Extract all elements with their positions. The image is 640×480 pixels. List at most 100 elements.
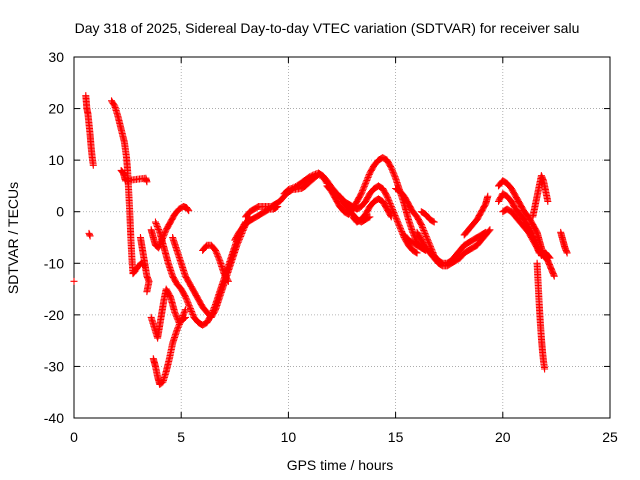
data-point xyxy=(417,244,425,252)
data-point xyxy=(385,197,393,205)
data-point xyxy=(173,314,181,322)
series-band-g xyxy=(417,208,438,226)
data-point xyxy=(215,254,223,262)
x-tick-label: 15 xyxy=(388,429,404,445)
data-point xyxy=(358,188,366,196)
series-late-dive xyxy=(533,259,549,373)
data-point xyxy=(173,313,181,321)
data-point xyxy=(185,207,193,215)
data-point xyxy=(387,164,395,172)
data-point xyxy=(171,310,179,318)
data-point xyxy=(425,238,433,246)
data-point xyxy=(535,249,543,257)
data-point xyxy=(187,306,195,314)
data-point xyxy=(233,241,241,249)
data-point xyxy=(388,165,396,173)
data-point xyxy=(181,293,189,301)
data-point xyxy=(188,309,196,317)
series-arc-1b xyxy=(117,166,151,186)
data-point xyxy=(422,231,430,239)
data-point xyxy=(365,172,373,180)
data-point xyxy=(485,227,493,235)
data-point xyxy=(366,213,374,221)
x-tick-label: 10 xyxy=(281,429,297,445)
data-point xyxy=(362,178,370,186)
data-point xyxy=(363,176,371,184)
data-point xyxy=(224,277,232,285)
data-point xyxy=(383,192,391,200)
data-point xyxy=(417,221,425,229)
data-point xyxy=(86,232,94,240)
data-point xyxy=(563,249,571,257)
data-point xyxy=(183,296,191,304)
data-point xyxy=(174,323,182,331)
data-points-layer xyxy=(70,92,571,388)
data-point xyxy=(361,181,369,189)
data-point xyxy=(153,221,161,229)
data-point xyxy=(357,190,365,198)
y-axis-label: SDTVAR / TECUs xyxy=(5,182,21,294)
series-arc-2 xyxy=(136,234,153,296)
data-point xyxy=(70,277,78,285)
data-point xyxy=(189,310,197,318)
tick-layer: 0 5 10 15 20 25 -40 -30 -20 -10 0 10 20 30 xyxy=(44,49,618,445)
series-arc-3 xyxy=(147,203,193,252)
data-point xyxy=(184,206,192,214)
data-point xyxy=(213,251,221,259)
series-early-low xyxy=(85,229,94,240)
series-mid-wave xyxy=(147,285,189,342)
series-early-high xyxy=(82,92,97,169)
series-start xyxy=(70,277,78,285)
data-point xyxy=(389,168,397,176)
data-point xyxy=(423,235,431,243)
data-point xyxy=(184,299,192,307)
data-point xyxy=(155,225,163,233)
data-point xyxy=(550,272,558,280)
data-point xyxy=(224,276,232,284)
data-point xyxy=(186,305,194,313)
data-point xyxy=(180,314,188,322)
data-point xyxy=(421,229,429,237)
data-point xyxy=(389,167,397,175)
data-point xyxy=(182,294,190,302)
x-tick-label: 5 xyxy=(177,429,185,445)
data-point xyxy=(416,243,424,251)
data-point xyxy=(384,194,392,202)
data-point xyxy=(395,220,403,228)
data-point xyxy=(397,226,405,234)
series-band-f xyxy=(400,231,425,252)
series-late-3 xyxy=(499,205,543,257)
data-point xyxy=(185,302,193,310)
series-band-h xyxy=(460,192,492,239)
data-point xyxy=(181,307,189,315)
data-point xyxy=(360,182,368,190)
data-point xyxy=(413,249,421,257)
data-point xyxy=(386,200,394,208)
data-point xyxy=(424,237,432,245)
data-point xyxy=(234,240,242,248)
y-tick-label: 0 xyxy=(56,204,64,220)
data-point xyxy=(143,178,151,186)
data-point xyxy=(418,222,426,230)
data-point xyxy=(546,254,554,262)
data-point xyxy=(395,222,403,230)
data-point xyxy=(173,326,181,334)
series-arc-1 xyxy=(108,97,149,278)
series-deep-dip xyxy=(149,306,189,388)
data-point xyxy=(362,179,370,187)
data-point xyxy=(393,217,401,225)
data-point xyxy=(419,225,427,233)
data-point xyxy=(183,297,191,305)
data-point xyxy=(215,255,223,263)
data-point xyxy=(390,208,398,216)
data-point xyxy=(544,197,552,205)
data-point xyxy=(387,213,395,221)
data-point xyxy=(363,175,371,183)
data-point xyxy=(411,233,419,241)
data-point xyxy=(390,171,398,179)
series-band-e xyxy=(413,226,494,270)
series-band-c xyxy=(349,195,395,226)
data-point xyxy=(384,195,392,203)
plot-frame xyxy=(73,56,611,419)
y-tick-label: -20 xyxy=(44,307,64,323)
